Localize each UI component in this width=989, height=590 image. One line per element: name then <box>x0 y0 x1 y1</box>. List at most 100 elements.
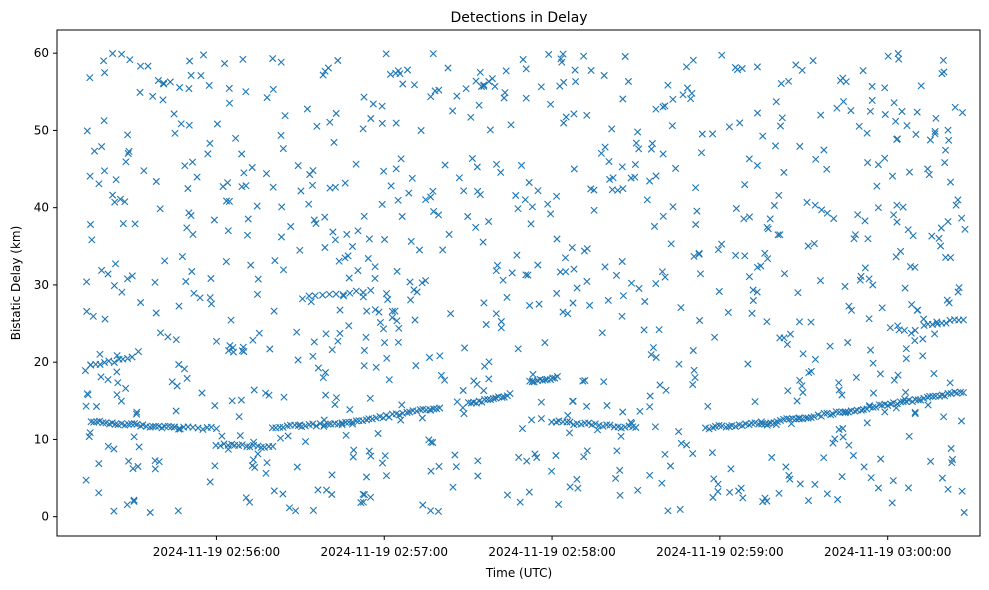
data-point <box>314 364 322 372</box>
data-point <box>342 431 350 439</box>
data-point <box>124 131 132 139</box>
data-point <box>129 465 137 473</box>
data-point <box>429 187 437 195</box>
x-tick-label: 2024-11-19 02:58:00 <box>488 545 615 559</box>
data-point <box>277 58 285 66</box>
data-point <box>668 122 676 130</box>
data-point <box>704 402 712 410</box>
data-point <box>961 225 969 233</box>
data-point <box>113 391 121 399</box>
data-point <box>735 487 743 495</box>
data-point <box>920 315 928 323</box>
data-point <box>83 390 91 398</box>
data-point <box>560 119 568 127</box>
data-point <box>395 324 403 332</box>
data-point <box>152 177 160 186</box>
data-point <box>387 182 395 190</box>
data-point <box>895 326 903 334</box>
data-point <box>941 392 949 400</box>
data-point <box>512 191 520 200</box>
data-point <box>441 161 449 169</box>
data-point <box>946 379 954 387</box>
data-point <box>811 201 819 209</box>
data-point <box>524 271 532 279</box>
data-point <box>334 337 342 345</box>
data-point <box>418 414 426 422</box>
data-point <box>394 338 402 346</box>
data-point <box>764 255 772 263</box>
data-point <box>175 360 183 369</box>
data-point <box>434 211 443 219</box>
data-point <box>503 491 512 499</box>
data-point <box>255 329 263 337</box>
data-point <box>897 247 905 255</box>
data-point <box>609 174 617 182</box>
data-point <box>863 129 871 137</box>
data-point <box>839 98 848 106</box>
data-point <box>207 423 215 431</box>
data-point <box>480 299 488 307</box>
data-point <box>502 67 510 75</box>
data-point <box>247 261 255 269</box>
data-point <box>198 389 206 397</box>
data-point <box>117 397 125 405</box>
data-point <box>407 237 415 245</box>
data-point <box>857 272 865 280</box>
data-point <box>176 425 184 433</box>
data-point <box>714 480 722 488</box>
data-point <box>384 295 392 304</box>
data-point <box>881 408 889 416</box>
data-point <box>95 460 103 468</box>
data-point <box>497 324 505 332</box>
data-point <box>675 360 683 368</box>
data-point <box>683 441 691 449</box>
data-point <box>211 462 219 470</box>
data-point <box>776 231 784 239</box>
data-point <box>741 252 749 260</box>
data-point <box>818 206 826 214</box>
data-point <box>345 322 353 330</box>
data-point <box>859 67 867 75</box>
data-point <box>548 467 556 475</box>
data-point <box>874 204 882 212</box>
data-point <box>287 222 295 231</box>
data-point <box>113 352 121 360</box>
data-point <box>492 310 500 318</box>
data-point <box>761 420 769 428</box>
data-point <box>635 284 643 293</box>
data-point <box>474 472 482 480</box>
data-point <box>492 160 501 168</box>
data-point <box>553 289 561 297</box>
data-point <box>331 236 339 244</box>
data-point <box>745 213 754 221</box>
data-point <box>679 91 687 99</box>
data-point <box>583 245 591 253</box>
data-point <box>177 120 185 128</box>
data-point <box>666 462 675 470</box>
data-point <box>365 447 373 455</box>
data-point <box>326 184 334 192</box>
data-point <box>944 126 952 134</box>
data-point <box>770 201 778 210</box>
data-point <box>528 416 536 424</box>
data-point <box>877 455 885 463</box>
data-point <box>486 126 494 134</box>
data-point <box>869 389 878 397</box>
data-point <box>279 423 287 431</box>
data-point <box>624 77 632 86</box>
data-point <box>178 253 186 261</box>
data-point <box>253 202 261 210</box>
data-point <box>640 326 648 334</box>
data-point <box>419 501 427 509</box>
data-point <box>833 104 841 112</box>
data-point <box>156 205 164 213</box>
data-point <box>869 403 877 411</box>
data-point <box>269 442 277 450</box>
data-point <box>398 401 406 409</box>
data-point <box>793 397 801 405</box>
data-point <box>925 171 933 179</box>
data-point <box>110 507 118 515</box>
data-point <box>938 70 946 78</box>
data-point <box>207 274 215 283</box>
data-point <box>893 400 901 408</box>
